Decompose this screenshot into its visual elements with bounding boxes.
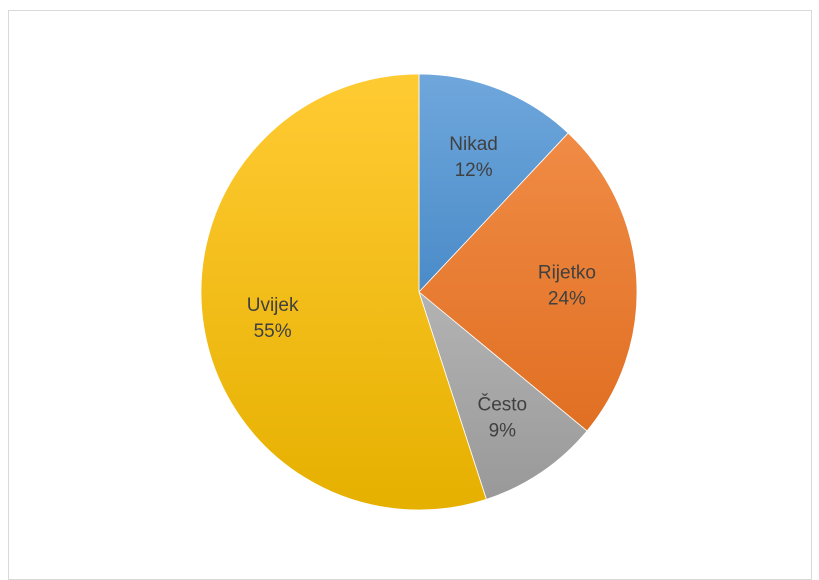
data-label-category: Često [477,394,527,416]
data-label-nikad: Nikad 12% [449,134,498,181]
data-label-percent: 9% [489,421,517,442]
chart-area: Nikad 12% Rijetko 24% Često 9% Uvijek 55% [8,10,812,580]
data-label-percent: 24% [548,289,586,310]
data-label-category: Rijetko [538,263,596,284]
pie-slice-rijetko [418,132,638,432]
data-label-category: Uvijek [247,295,299,316]
pie-slice-uvijek [200,73,487,511]
data-label-category: Nikad [449,134,498,155]
data-label-percent: 12% [455,160,493,181]
data-label-rijetko: Rijetko 24% [538,263,596,310]
data-label-percent: 55% [254,321,292,342]
data-label-uvijek: Uvijek 55% [247,295,299,342]
pie-labels: Nikad 12% Rijetko 24% Često 9% Uvijek 55% [247,134,596,441]
pie-slice-često [418,290,588,500]
data-label-često: Često 9% [477,394,527,442]
pie-slices [200,73,638,511]
pie-slice-nikad [418,73,569,294]
pie-chart: Nikad 12% Rijetko 24% Često 9% Uvijek 55% [200,73,638,511]
